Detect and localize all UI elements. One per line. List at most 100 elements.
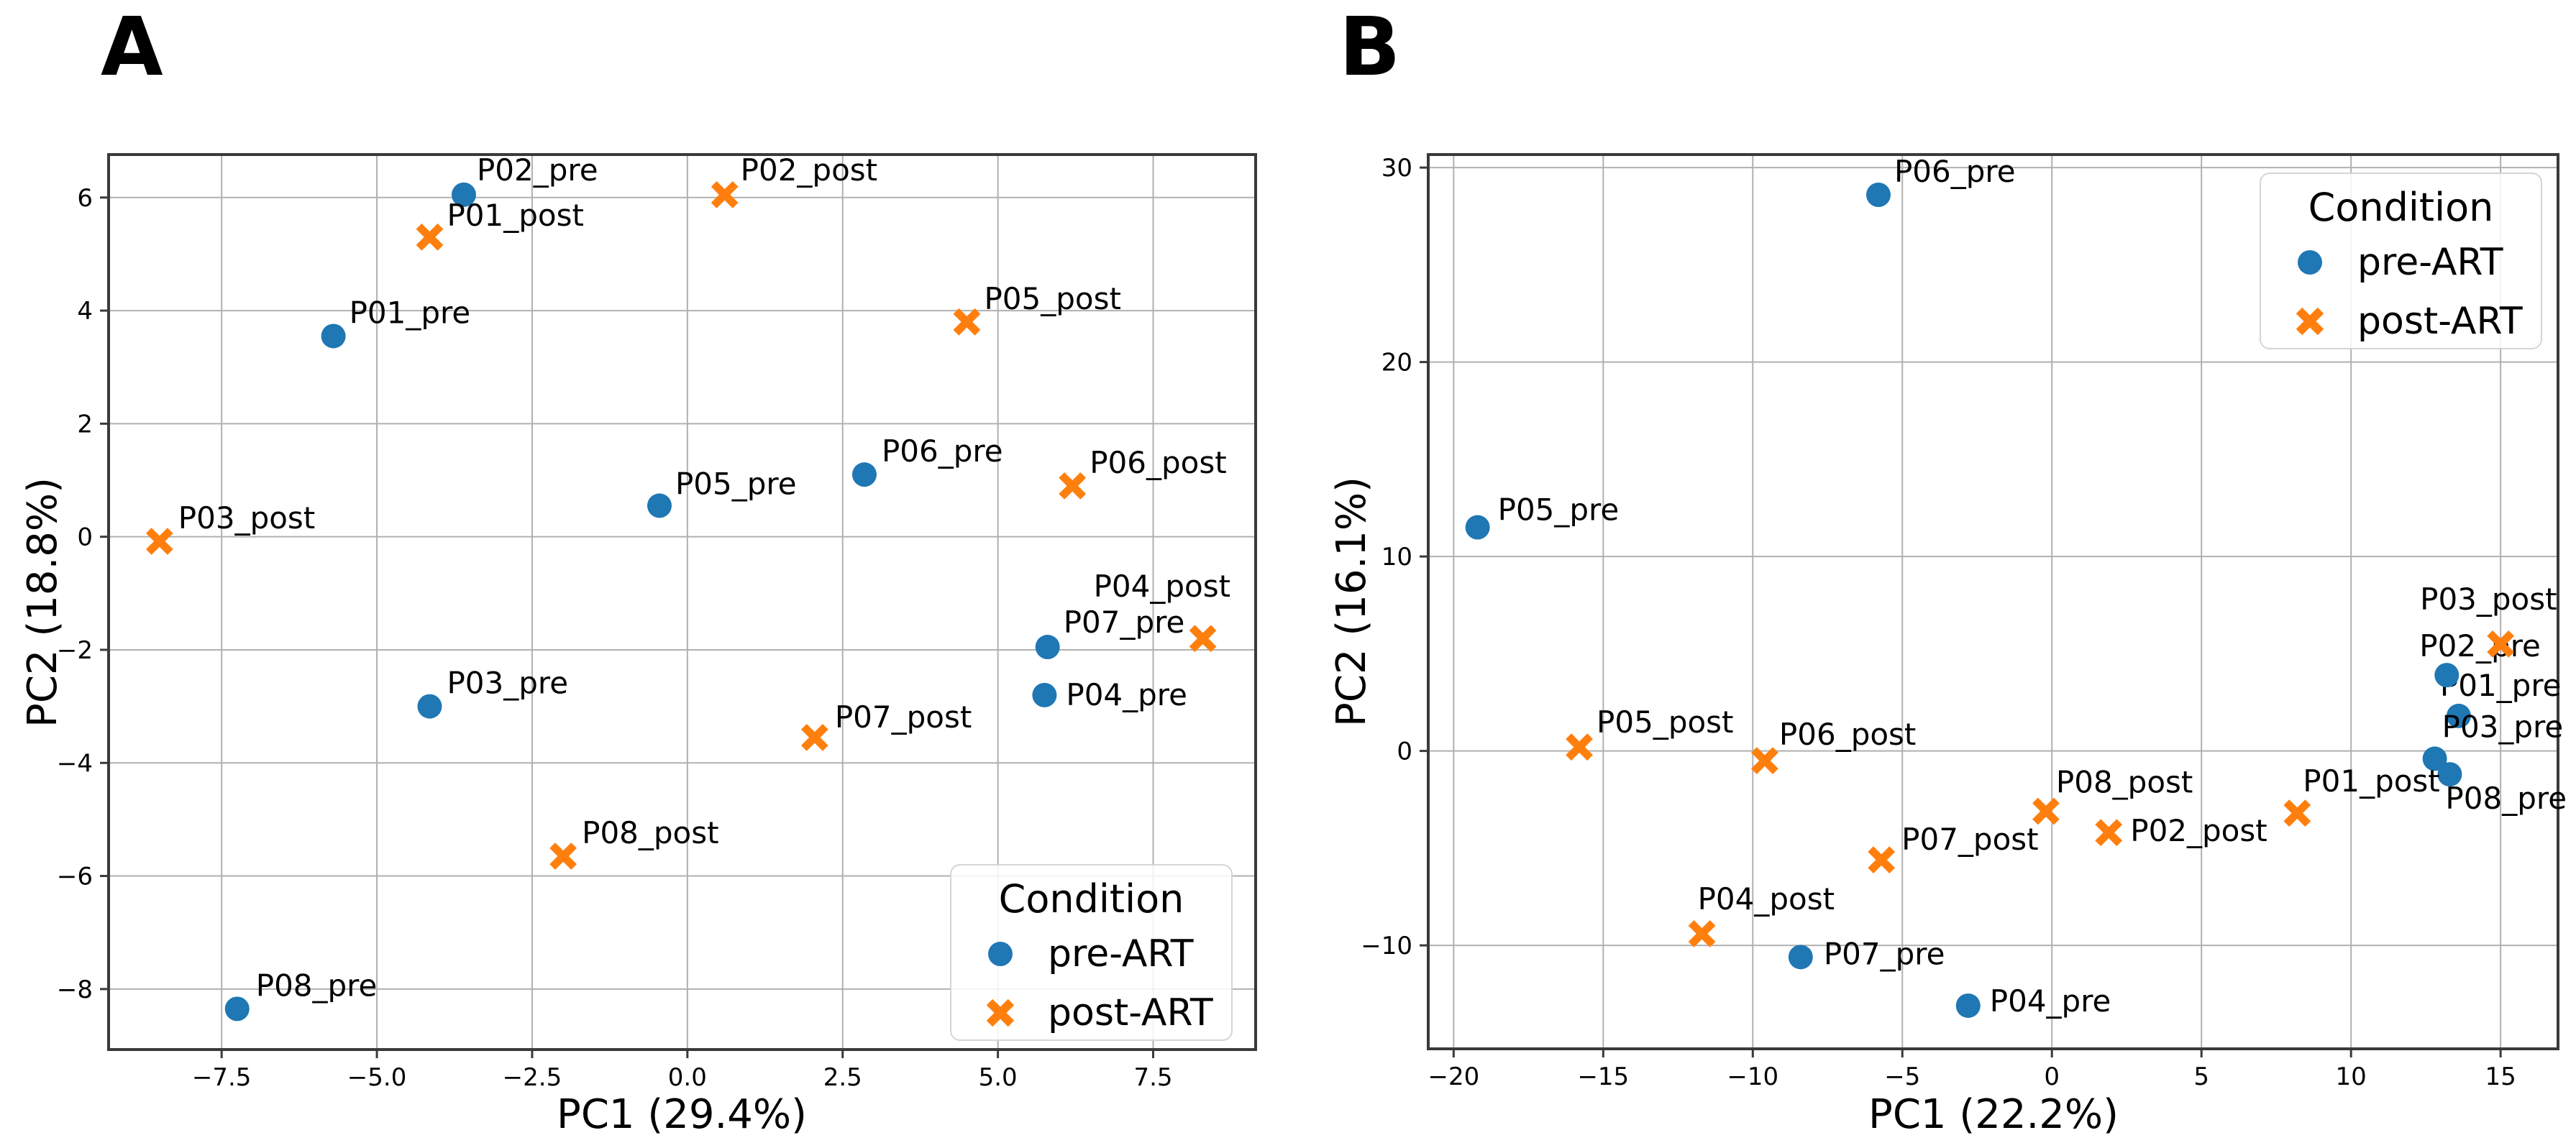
scatter-point-circle bbox=[2446, 703, 2471, 728]
scatter-point-x bbox=[2095, 819, 2123, 847]
axes-frame bbox=[107, 153, 1257, 1051]
scatter-point-circle bbox=[1955, 993, 1981, 1018]
scatter-point-x bbox=[1868, 846, 1896, 873]
legend-item-label: pre-ART bbox=[1048, 932, 1194, 976]
x-tick-label: 7.5 bbox=[1133, 1063, 1172, 1092]
point-label: P05_pre bbox=[1498, 492, 1620, 528]
axes-frame bbox=[1427, 153, 2559, 1050]
legend-title: Condition bbox=[2308, 185, 2494, 230]
y-tick-label: 10 bbox=[1381, 543, 1412, 572]
x-tick-label: 5 bbox=[2193, 1062, 2209, 1091]
x-tick-label: −2.5 bbox=[503, 1063, 562, 1092]
point-label: P01_post bbox=[447, 198, 583, 233]
scatter-point-x bbox=[800, 723, 828, 751]
point-label: P08_post bbox=[582, 815, 718, 850]
x-tick-label: −15 bbox=[1577, 1062, 1629, 1091]
point-label: P01_post bbox=[2303, 763, 2439, 799]
y-tick-label: 20 bbox=[1381, 349, 1412, 377]
scatter-point-x bbox=[549, 843, 577, 870]
scatter-point-x bbox=[711, 180, 739, 208]
scatter-point-x bbox=[145, 528, 173, 555]
scatter-point-circle bbox=[2422, 746, 2447, 771]
point-label: P02_post bbox=[2130, 813, 2267, 848]
panel-A: −7.5 −5.0 −2.5 0.0 2.5 5.0 7.5 6 4 2 0 −2 −4 −6 −8 P01_… bbox=[57, 152, 1257, 1092]
y-tick-label: −4 bbox=[57, 749, 93, 778]
x-tick-label: 0 bbox=[2044, 1062, 2060, 1091]
point-label: P03_post bbox=[2420, 582, 2557, 617]
x-tick-label: 2.5 bbox=[823, 1063, 862, 1092]
point-label: P04_post bbox=[1094, 569, 1230, 604]
panel-letter-b: B bbox=[1339, 1, 1401, 94]
x-tick-label: −20 bbox=[1428, 1062, 1479, 1091]
scatter-point-x bbox=[1059, 472, 1087, 500]
x-tick-label: −5.0 bbox=[347, 1063, 407, 1092]
y-axis-label-a: PC2 (18.8%) bbox=[19, 477, 66, 727]
legend-panel-a: Condition pre-ART post-ART bbox=[950, 864, 1233, 1042]
scatter-point-circle bbox=[851, 462, 877, 487]
scatter-point-circle bbox=[417, 694, 442, 719]
scatter-point-circle bbox=[1035, 635, 1060, 660]
panel-letter-a: A bbox=[101, 1, 163, 94]
scatter-point-circle bbox=[224, 996, 250, 1022]
scatter-point-x bbox=[1688, 919, 1716, 947]
scatter-point-circle bbox=[647, 493, 672, 518]
legend-item-post-art: post-ART bbox=[2261, 295, 2541, 348]
point-label: P01_pre bbox=[2440, 668, 2562, 703]
pre-art-circle-icon bbox=[2294, 247, 2326, 278]
legend-item-label: post-ART bbox=[1048, 991, 1213, 1035]
point-label: P08_post bbox=[2056, 764, 2193, 799]
y-tick-label: 6 bbox=[77, 184, 93, 213]
point-label: P03_post bbox=[178, 500, 315, 536]
legend-item-post-art: post-ART bbox=[951, 986, 1231, 1039]
x-tick-label: −5 bbox=[1884, 1062, 1920, 1091]
legend-item-label: post-ART bbox=[2357, 300, 2523, 344]
point-label: P03_pre bbox=[447, 666, 568, 701]
point-label: P07_pre bbox=[1064, 605, 1185, 640]
y-tick-label: 2 bbox=[77, 410, 93, 439]
point-label: P08_pre bbox=[256, 968, 378, 1003]
post-art-x-icon bbox=[985, 997, 1016, 1029]
scatter-point-x bbox=[953, 308, 981, 336]
y-axis-label-b: PC2 (16.1%) bbox=[1328, 477, 1375, 727]
point-label: P06_pre bbox=[882, 433, 1003, 469]
point-label: P02_pre bbox=[2419, 628, 2541, 664]
x-tick-label: 15 bbox=[2485, 1062, 2516, 1091]
scatter-point-circle bbox=[1865, 182, 1891, 207]
point-label: P02_pre bbox=[477, 152, 598, 188]
scatter-point-circle bbox=[2434, 663, 2459, 688]
x-tick-label: −7.5 bbox=[192, 1063, 252, 1092]
panel-B: −20 −15 −10 −5 0 5 10 15 −10 0 10 20 30 P01_pre P02_pr… bbox=[1361, 153, 2567, 1091]
point-label: P06_pre bbox=[1894, 154, 2016, 189]
post-art-x-icon bbox=[2294, 306, 2326, 337]
y-tick-label: −6 bbox=[57, 863, 93, 891]
x-tick-label: 0.0 bbox=[668, 1063, 707, 1092]
legend-panel-b: Condition pre-ART post-ART bbox=[2260, 173, 2542, 350]
y-tick-label: 0 bbox=[1397, 738, 1412, 766]
point-label: P04_post bbox=[1698, 881, 1835, 917]
scatter-point-circle bbox=[2437, 762, 2462, 787]
point-label: P05_post bbox=[1597, 704, 1733, 740]
scatter-point-circle bbox=[321, 323, 346, 349]
x-tick-label: −10 bbox=[1727, 1062, 1778, 1091]
point-label: P06_post bbox=[1090, 445, 1226, 480]
scatter-point-x bbox=[1566, 733, 1593, 761]
scatter-point-x bbox=[416, 223, 444, 251]
y-tick-label: 30 bbox=[1381, 154, 1412, 183]
legend-item-pre-art: pre-ART bbox=[2261, 236, 2541, 289]
point-label: P02_post bbox=[741, 152, 877, 188]
point-label: P06_post bbox=[1779, 717, 1916, 752]
y-tick-label: 4 bbox=[77, 297, 93, 326]
x-tick-label: 10 bbox=[2336, 1062, 2367, 1091]
legend-title: Condition bbox=[998, 876, 1184, 922]
scatter-point-x bbox=[2032, 797, 2060, 825]
y-tick-label: −10 bbox=[1361, 932, 1412, 960]
point-label: P04_pre bbox=[1990, 983, 2111, 1019]
scatter-point-circle bbox=[1465, 515, 1490, 540]
legend-item-pre-art: pre-ART bbox=[951, 927, 1231, 981]
point-label: P08_pre bbox=[2445, 781, 2567, 816]
x-axis-label-a: PC1 (29.4%) bbox=[557, 1091, 807, 1138]
pre-art-circle-icon bbox=[985, 938, 1016, 970]
scatter-point-x bbox=[2487, 630, 2515, 658]
